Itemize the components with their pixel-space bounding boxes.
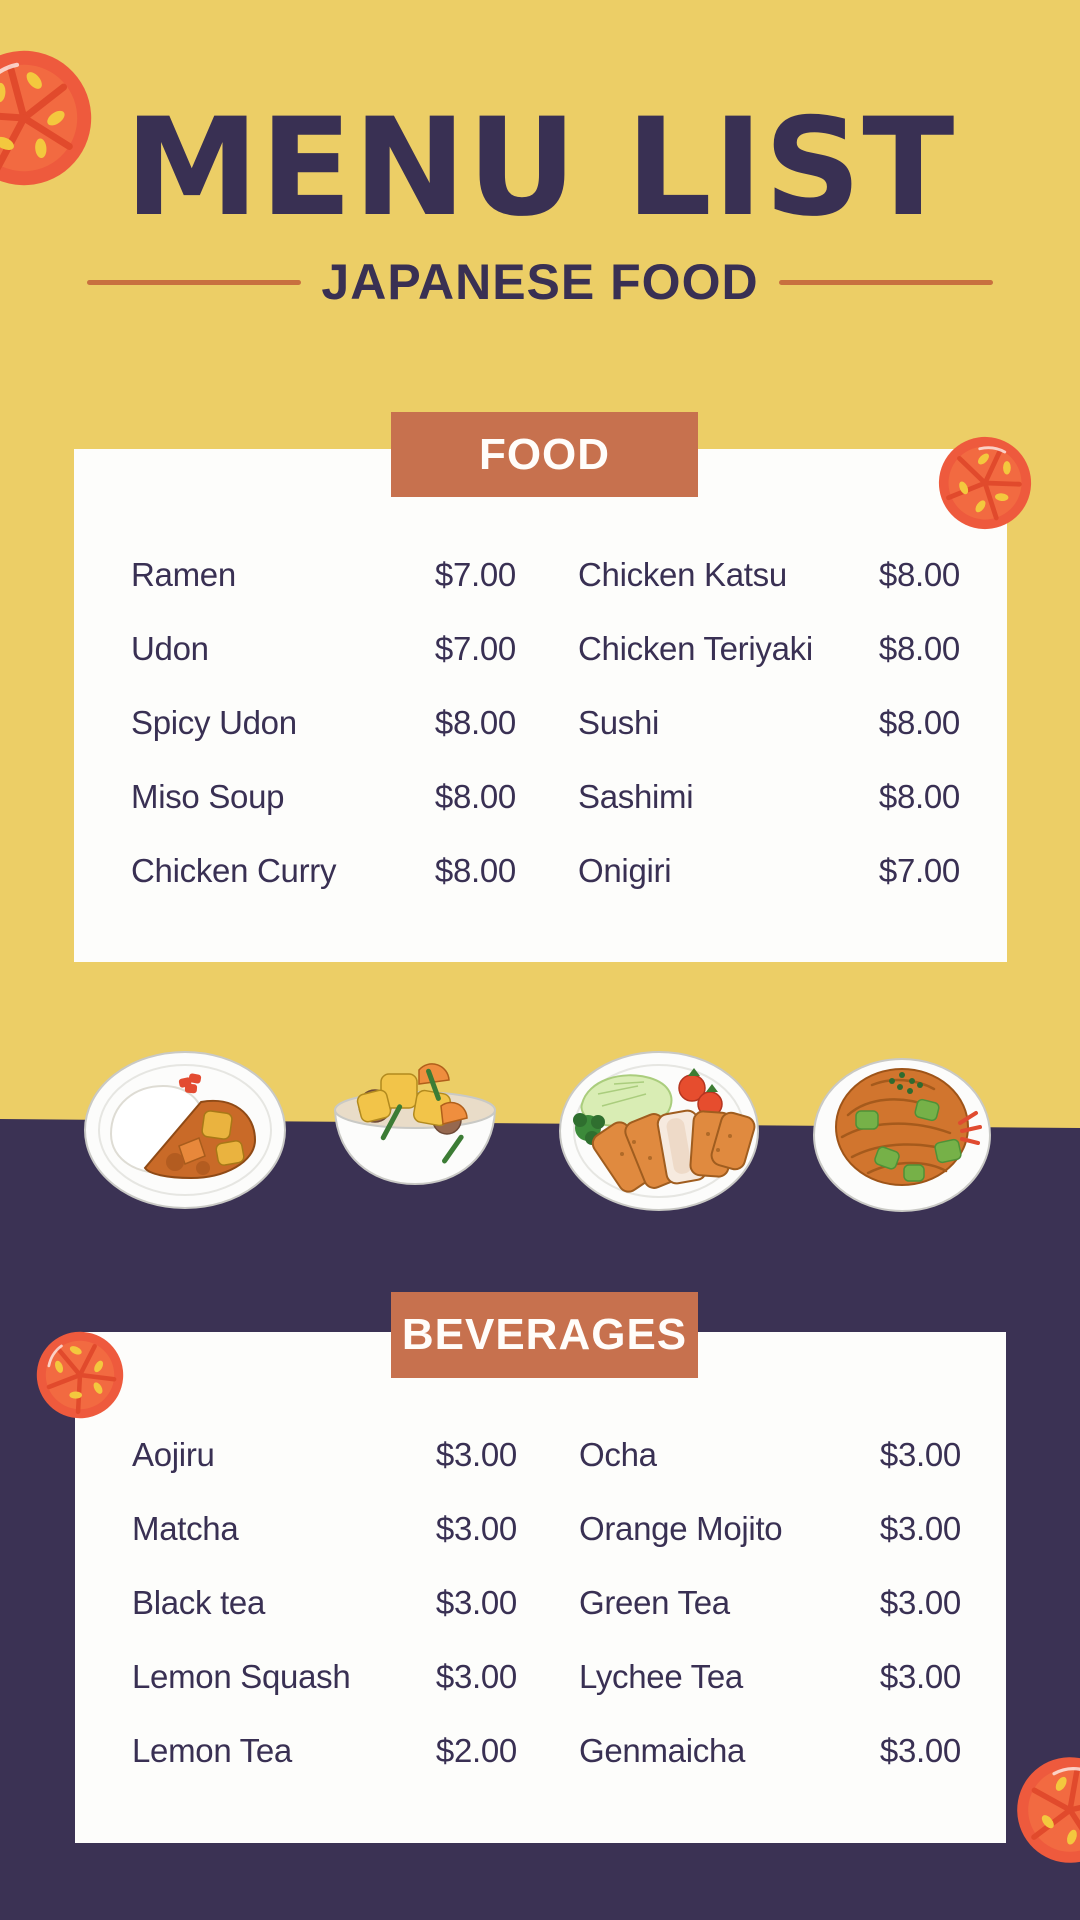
item-name: Chicken Katsu <box>578 556 787 593</box>
menu-row: Spicy Udon $8.00 Sushi $8.00 <box>131 686 962 760</box>
item-price: $3.00 <box>879 1510 961 1547</box>
chicken-katsu-plate-illustration <box>559 1051 759 1211</box>
food-section-heading-band: FOOD <box>391 412 698 497</box>
item-price: $3.00 <box>879 1436 961 1473</box>
item-name: Black tea <box>132 1584 266 1621</box>
item-name: Aojiru <box>132 1436 215 1473</box>
item-name: Orange Mojito <box>579 1510 783 1547</box>
menu-item-right: Chicken Katsu $8.00 <box>578 556 960 594</box>
item-name: Onigiri <box>578 852 672 889</box>
item-price: $8.00 <box>434 852 516 889</box>
menu-item-left: Spicy Udon $8.00 <box>131 704 516 742</box>
item-price: $8.00 <box>878 778 960 815</box>
menu-item-left: Matcha $3.00 <box>132 1510 517 1548</box>
menu-item-right: Sushi $8.00 <box>578 704 960 742</box>
item-name: Matcha <box>132 1510 239 1547</box>
menu-item-left: Aojiru $3.00 <box>132 1436 517 1474</box>
menu-item-left: Lemon Tea $2.00 <box>132 1732 517 1770</box>
menu-item-left: Miso Soup $8.00 <box>131 778 516 816</box>
subtitle-right-line <box>778 279 993 285</box>
beverages-rows: Aojiru $3.00 Ocha $3.00 Matcha $3.00 Orange Mo… <box>132 1418 961 1788</box>
page-title: MENU LIST <box>124 89 956 246</box>
item-name: Sashimi <box>578 778 694 815</box>
item-price: $8.00 <box>878 704 960 741</box>
item-name: Ramen <box>131 556 236 593</box>
item-name: Lemon Squash <box>132 1658 351 1695</box>
item-name: Genmaicha <box>579 1732 746 1769</box>
nikujaga-stew-bowl-illustration <box>333 1063 497 1186</box>
item-name: Spicy Udon <box>131 704 297 741</box>
subtitle-row: JAPANESE FOOD <box>0 252 1080 312</box>
tomato-slice-icon <box>938 436 1032 530</box>
item-name: Chicken Teriyaki <box>578 630 813 667</box>
menu-row: Ramen $7.00 Chicken Katsu $8.00 <box>131 538 962 612</box>
item-price: $3.00 <box>879 1732 961 1769</box>
beverages-section-heading: BEVERAGES <box>401 1310 688 1359</box>
menu-item-right: Chicken Teriyaki $8.00 <box>578 630 960 668</box>
menu-row: Udon $7.00 Chicken Teriyaki $8.00 <box>131 612 962 686</box>
menu-row: Lemon Tea $2.00 Genmaicha $3.00 <box>132 1714 961 1788</box>
yakisoba-noodles-plate-illustration <box>813 1058 991 1212</box>
item-price: $8.00 <box>878 556 960 593</box>
food-card: Ramen $7.00 Chicken Katsu $8.00 Udon $7.00 Chi… <box>74 449 1007 962</box>
menu-item-left: Lemon Squash $3.00 <box>132 1658 517 1696</box>
item-name: Ocha <box>579 1436 657 1473</box>
item-name: Miso Soup <box>131 778 285 815</box>
curry-rice-plate-illustration <box>84 1051 286 1209</box>
menu-row: Matcha $3.00 Orange Mojito $3.00 <box>132 1492 961 1566</box>
item-price: $2.00 <box>435 1732 517 1769</box>
page-subtitle: JAPANESE FOOD <box>321 254 759 310</box>
menu-row: Miso Soup $8.00 Sashimi $8.00 <box>131 760 962 834</box>
menu-item-right: Sashimi $8.00 <box>578 778 960 816</box>
item-price: $3.00 <box>435 1436 517 1473</box>
item-price: $3.00 <box>435 1658 517 1695</box>
menu-item-right: Onigiri $7.00 <box>578 852 960 890</box>
item-price: $8.00 <box>434 704 516 741</box>
food-section-heading: FOOD <box>478 429 611 479</box>
item-price: $7.00 <box>434 630 516 667</box>
menu-row: Chicken Curry $8.00 Onigiri $7.00 <box>131 834 962 908</box>
item-price: $8.00 <box>434 778 516 815</box>
menu-row: Lemon Squash $3.00 Lychee Tea $3.00 <box>132 1640 961 1714</box>
tomato-slice-icon <box>36 1331 124 1419</box>
menu-row: Aojiru $3.00 Ocha $3.00 <box>132 1418 961 1492</box>
menu-item-right: Lychee Tea $3.00 <box>579 1658 961 1696</box>
menu-item-left: Chicken Curry $8.00 <box>131 852 516 890</box>
menu-item-right: Genmaicha $3.00 <box>579 1732 961 1770</box>
food-rows: Ramen $7.00 Chicken Katsu $8.00 Udon $7.00 Chi… <box>131 538 962 908</box>
menu-item-left: Ramen $7.00 <box>131 556 516 594</box>
item-price: $3.00 <box>879 1658 961 1695</box>
item-price: $3.00 <box>879 1584 961 1621</box>
item-name: Green Tea <box>579 1584 730 1621</box>
menu-item-left: Udon $7.00 <box>131 630 516 668</box>
item-name: Lemon Tea <box>132 1732 292 1769</box>
item-name: Sushi <box>578 704 660 741</box>
menu-item-right: Green Tea $3.00 <box>579 1584 961 1622</box>
tomato-slice-icon <box>1017 1757 1080 1863</box>
item-name: Lychee Tea <box>579 1658 743 1695</box>
item-name: Udon <box>131 630 209 667</box>
menu-item-left: Black tea $3.00 <box>132 1584 517 1622</box>
item-price: $7.00 <box>878 852 960 889</box>
item-price: $3.00 <box>435 1510 517 1547</box>
item-price: $8.00 <box>878 630 960 667</box>
item-name: Chicken Curry <box>131 852 337 889</box>
item-price: $3.00 <box>435 1584 517 1621</box>
subtitle-left-line <box>87 279 302 285</box>
menu-item-right: Orange Mojito $3.00 <box>579 1510 961 1548</box>
tomato-slice-icon <box>0 50 92 186</box>
beverages-card: Aojiru $3.00 Ocha $3.00 Matcha $3.00 Orange Mo… <box>75 1332 1006 1843</box>
menu-item-right: Ocha $3.00 <box>579 1436 961 1474</box>
menu-row: Black tea $3.00 Green Tea $3.00 <box>132 1566 961 1640</box>
item-price: $7.00 <box>434 556 516 593</box>
beverages-section-heading-band: BEVERAGES <box>391 1292 698 1378</box>
